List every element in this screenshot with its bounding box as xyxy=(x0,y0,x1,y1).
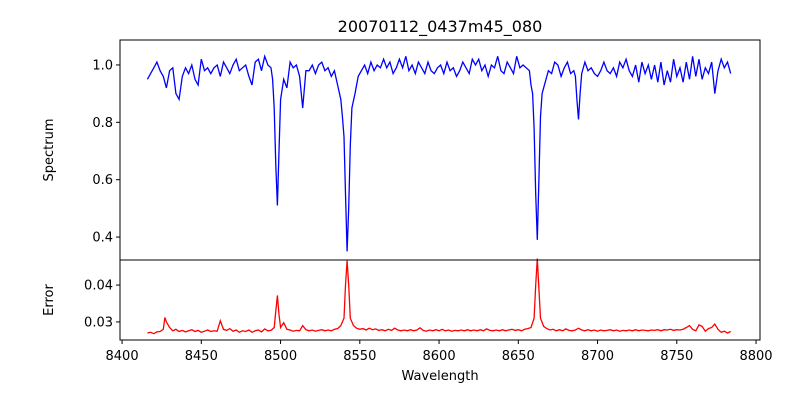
xtick-label: 8700 xyxy=(581,349,614,364)
error-ytick-label: 0.04 xyxy=(84,279,113,294)
xtick-label: 8650 xyxy=(502,349,535,364)
spectrum-axes-frame xyxy=(119,39,761,261)
xtick-label: 8800 xyxy=(739,349,772,364)
xtick-label: 8750 xyxy=(660,349,693,364)
x-axis-label: Wavelength xyxy=(401,369,478,384)
chart-title: 20070112_0437m45_080 xyxy=(338,17,543,37)
spectrum-ytick-label: 0.8 xyxy=(92,116,113,131)
spectrum-ytick-label: 0.6 xyxy=(92,173,113,188)
spectrum-ytick-label: 0.4 xyxy=(92,231,113,246)
spectrum-series-line xyxy=(146,53,732,252)
xtick-label: 8400 xyxy=(106,349,139,364)
error-axes-frame xyxy=(119,259,761,341)
error-panel: 0.03 0.04 8400 8450 8500 8550 8600 8650 8700 875… xyxy=(42,258,773,384)
error-ylabel: Error xyxy=(42,284,57,316)
spectrum-ylabel: Spectrum xyxy=(42,119,57,182)
xtick-label: 8550 xyxy=(343,349,376,364)
error-series-line xyxy=(147,258,731,335)
xtick-label: 8600 xyxy=(423,349,456,364)
xtick-label: 8450 xyxy=(185,349,218,364)
spectrum-ytick-label: 1.0 xyxy=(92,58,113,73)
error-ytick-label: 0.03 xyxy=(84,315,113,330)
spectrum-panel: 0.4 0.6 0.8 1.0 Spectrum xyxy=(42,39,761,261)
xtick-label: 8500 xyxy=(264,349,297,364)
